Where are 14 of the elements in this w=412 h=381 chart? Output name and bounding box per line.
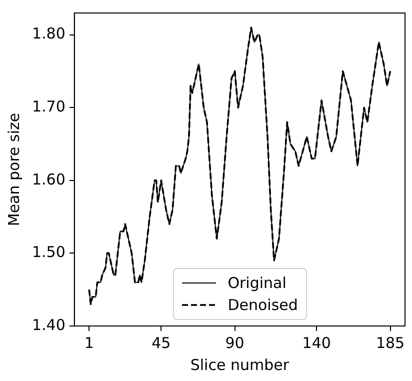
x-tick-label: 140	[302, 334, 331, 352]
x-tick-label: 1	[84, 334, 94, 352]
y-tick-label: 1.40	[32, 316, 66, 334]
legend-label: Original	[228, 274, 286, 292]
x-tick-label: 90	[225, 334, 244, 352]
y-tick-label: 1.70	[32, 98, 66, 116]
y-tick-label: 1.50	[32, 243, 66, 262]
x-tick-label: 185	[376, 334, 405, 352]
y-tick-label: 1.80	[32, 24, 66, 43]
y-axis-title: Mean pore size	[4, 112, 23, 226]
y-tick-label: 1.60	[32, 170, 66, 188]
legend-label: Denoised	[228, 296, 298, 314]
x-tick-label: 45	[152, 334, 171, 352]
x-axis-title: Slice number	[190, 356, 290, 374]
